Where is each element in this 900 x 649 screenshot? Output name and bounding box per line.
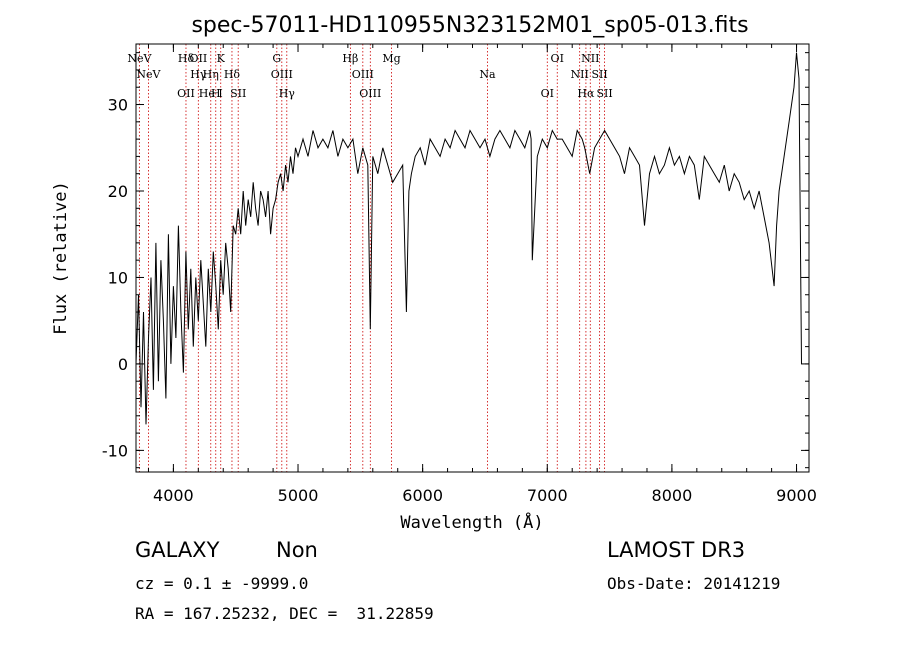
line-label: OI [551,52,564,65]
x-axis-label: Wavelength (Å) [400,511,543,533]
survey-name: LAMOST DR3 [607,538,746,562]
line-label: G [272,52,281,65]
x-tick-label: 8000 [652,486,693,505]
line-label: NeV [136,68,161,81]
line-label: He I [199,87,223,100]
x-tick-label: 4000 [153,486,194,505]
coordinates: RA = 167.25232, DEC = 31.22859 [135,604,434,623]
line-label: NII [571,68,589,81]
line-label: Hδ [178,52,195,65]
emission-line-markers [138,44,606,472]
line-label: Hη [203,68,219,81]
line-label: OII [177,87,195,100]
x-tick-label: 9000 [776,486,817,505]
spectrum-line [135,52,802,425]
line-label: OII [189,52,207,65]
y-axis-label: Flux (relative) [51,181,71,335]
x-tick-label: 7000 [527,486,568,505]
line-label: Hδ [224,68,241,81]
y-tick-label: 20 [108,182,128,201]
line-label: Hβ [342,52,358,65]
line-label: K [217,52,226,65]
x-tick-label: 6000 [402,486,443,505]
line-label: OIII [352,68,374,81]
y-tick-label: 10 [108,268,128,287]
object-class: GALAXY [135,538,220,562]
line-label: SII [596,87,612,100]
line-label: Hα [577,87,595,100]
redshift-cz: cz = 0.1 ± -9999.0 [135,574,309,593]
line-label: Hγ [279,87,296,100]
y-tick-label: 30 [108,96,128,115]
line-label: Hγ [190,68,207,81]
line-label: OI [541,87,554,100]
x-axis-ticks: 4000 5000 6000 7000 8000 9000 [147,44,817,505]
line-label: Na [479,68,496,81]
x-tick-label: 5000 [278,486,319,505]
line-label: Mg [382,52,400,65]
line-label: H [211,87,221,100]
line-label: SII [230,87,246,100]
object-subclass: Non [276,538,318,562]
plot-frame [135,43,810,473]
line-label: NeV [127,52,152,65]
y-tick-label: 0 [118,355,128,374]
y-tick-label: -10 [102,441,128,460]
chart-title: spec-57011-HD110955N323152M01_sp05-013.f… [191,13,748,38]
observation-date: Obs-Date: 20141219 [607,574,781,593]
line-label: OIII [271,68,293,81]
line-label: OIII [359,87,381,100]
y-axis-ticks: -10 0 10 20 30 [102,52,809,469]
line-label: SII [592,68,608,81]
line-label: NII [581,52,599,65]
